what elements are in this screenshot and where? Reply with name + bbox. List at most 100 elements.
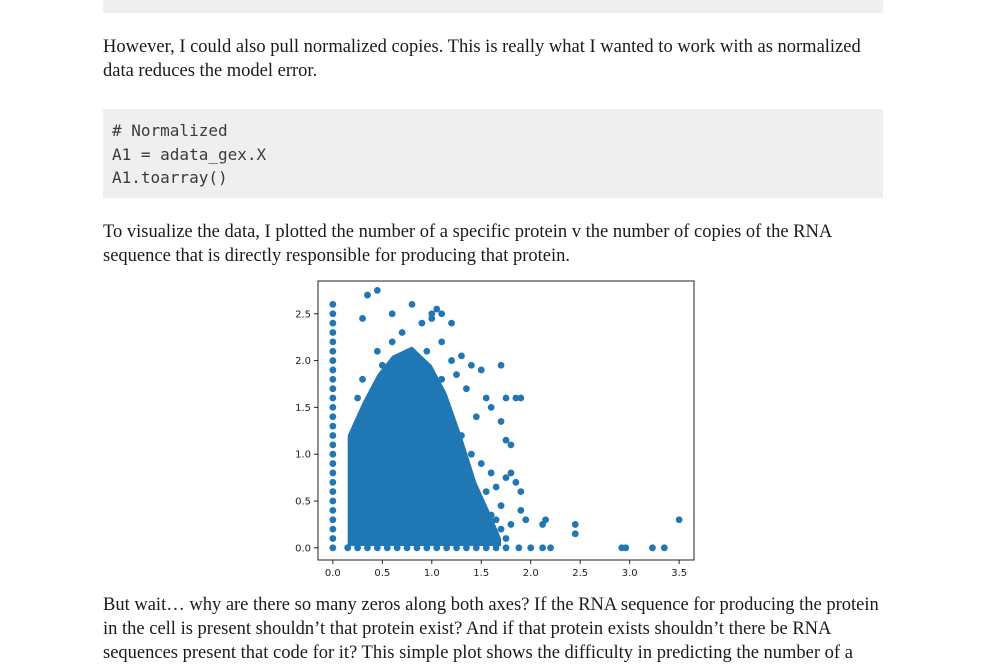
data-point — [428, 394, 436, 402]
data-point — [517, 488, 525, 496]
y-tick-label: 2.5 — [295, 309, 311, 320]
data-points — [329, 286, 683, 552]
data-point — [329, 310, 337, 318]
data-point — [547, 544, 554, 552]
paragraph-zeros: But wait… why are there so many zeros al… — [103, 595, 879, 663]
data-point — [383, 403, 391, 411]
data-point — [329, 347, 337, 355]
data-point — [329, 357, 337, 364]
scatter-plot-svg: 0.0 0.5 1.0 1.5 2.0 2.5 3.0 3.5 0.0 0.5 1.0 1.5 2.0… — [295, 280, 695, 579]
data-point — [463, 385, 470, 393]
data-point — [378, 516, 386, 524]
plot-frame — [317, 280, 695, 561]
data-point — [329, 469, 337, 477]
data-point — [388, 310, 396, 318]
data-point — [359, 315, 366, 322]
y-axis: 0.0 0.5 1.0 1.5 2.0 2.5 — [295, 309, 318, 554]
data-point — [492, 483, 500, 491]
data-point — [492, 544, 500, 552]
data-point — [507, 521, 515, 528]
data-point — [329, 516, 337, 524]
data-point — [571, 530, 579, 538]
data-point — [438, 375, 446, 383]
data-point — [354, 469, 361, 477]
data-point — [393, 371, 401, 379]
data-point — [393, 544, 401, 552]
data-point — [329, 338, 337, 346]
data-point — [433, 305, 441, 313]
code-block: # Normalized A1 = adata_gex.X A1.toarray() — [103, 109, 883, 198]
data-point — [364, 544, 371, 552]
data-point — [329, 375, 337, 383]
data-point — [329, 432, 337, 439]
data-point — [378, 361, 386, 369]
cluster-area — [347, 346, 502, 546]
x-tick-label: 0.0 — [325, 568, 341, 579]
data-point — [349, 488, 357, 496]
data-point — [393, 385, 401, 393]
data-point — [388, 488, 396, 496]
dense-point-cluster — [347, 346, 502, 546]
data-point — [329, 301, 337, 308]
data-point — [507, 469, 515, 477]
code-line: A1 = adata_gex.X — [112, 144, 267, 164]
data-point — [517, 394, 525, 402]
x-axis: 0.0 0.5 1.0 1.5 2.0 2.5 3.0 3.5 — [325, 560, 687, 579]
data-point — [492, 516, 500, 524]
data-point — [398, 450, 406, 458]
data-point — [329, 319, 337, 327]
data-point — [329, 366, 337, 374]
data-point — [477, 460, 485, 467]
data-point — [522, 516, 530, 524]
data-point — [502, 544, 510, 552]
data-point — [329, 497, 337, 505]
data-point — [329, 385, 337, 393]
data-point — [497, 502, 505, 510]
data-point — [497, 525, 505, 533]
data-point — [364, 291, 371, 299]
data-point — [448, 357, 455, 364]
data-point — [428, 310, 436, 318]
data-point — [344, 544, 352, 552]
data-point — [373, 422, 381, 430]
x-tick-label: 2.0 — [523, 568, 539, 579]
data-point — [388, 338, 396, 346]
data-point — [329, 488, 337, 496]
data-point — [383, 544, 391, 552]
x-tick-label: 1.5 — [473, 568, 489, 579]
data-point — [354, 544, 361, 552]
data-point — [329, 413, 337, 421]
data-point — [458, 469, 465, 477]
data-point — [507, 441, 515, 449]
data-point — [467, 516, 475, 524]
data-point — [527, 544, 535, 552]
data-point — [622, 544, 630, 552]
x-tick-label: 2.5 — [572, 568, 588, 579]
data-point — [329, 422, 337, 430]
data-point — [329, 394, 337, 402]
data-point — [403, 544, 411, 552]
data-point — [428, 315, 436, 322]
data-point — [487, 530, 495, 538]
data-point — [542, 516, 549, 524]
data-point — [364, 441, 371, 449]
data-point — [359, 375, 366, 383]
data-point — [329, 329, 337, 336]
x-tick-label: 3.0 — [622, 568, 638, 579]
data-point — [512, 478, 520, 486]
data-point — [571, 521, 579, 528]
y-tick-label: 0.0 — [295, 543, 311, 554]
data-point — [329, 441, 337, 449]
code-line: A1.toarray() — [112, 168, 228, 187]
data-point — [502, 474, 510, 482]
data-point — [329, 478, 337, 486]
data-point — [675, 516, 683, 524]
y-tick-label: 2.0 — [295, 356, 311, 367]
data-point — [517, 506, 525, 514]
scatter-plot: 0.0 0.5 1.0 1.5 2.0 2.5 3.0 3.5 0.0 0.5 1.0 1.5 2.0… — [283, 270, 703, 580]
data-point — [398, 329, 406, 336]
data-point — [329, 535, 337, 542]
data-point — [458, 497, 465, 505]
data-point — [649, 544, 656, 552]
x-tick-label: 0.5 — [374, 568, 390, 579]
